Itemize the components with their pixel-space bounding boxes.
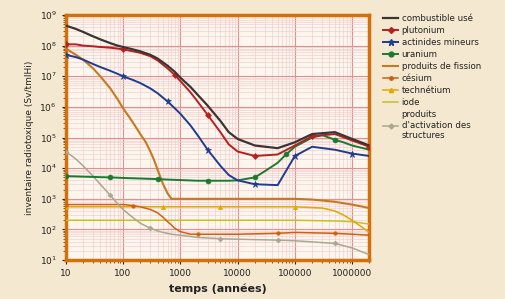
Y-axis label: inventaire radiotoxique (Sv/tmIHi): inventaire radiotoxique (Sv/tmIHi) bbox=[25, 60, 34, 215]
X-axis label: temps (années): temps (années) bbox=[168, 284, 266, 294]
Legend: combustible usé, plutonium, actinides mineurs, uranium, produits de fission, cés: combustible usé, plutonium, actinides mi… bbox=[382, 14, 480, 140]
